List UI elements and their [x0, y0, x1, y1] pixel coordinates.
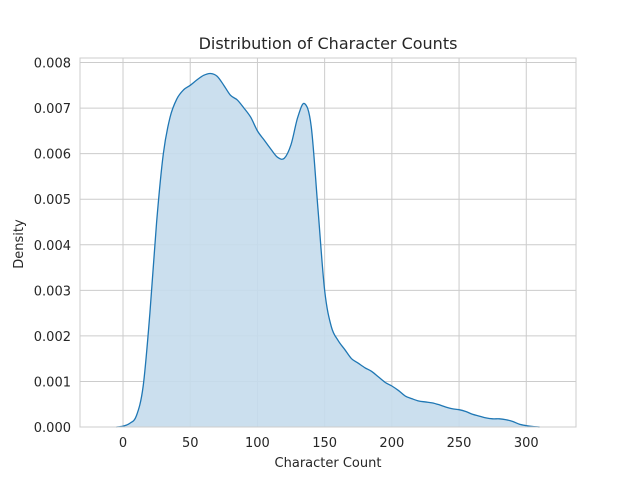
x-tick-label: 0 — [119, 436, 127, 451]
y-tick-labels: 0.000 0.001 0.002 0.003 0.004 0.005 0.006 0.007… — [34, 57, 71, 436]
y-tick-label: 0.002 — [34, 330, 71, 345]
x-tick-label: 250 — [447, 436, 472, 451]
density-line — [116, 72, 540, 428]
x-tick-label: 100 — [245, 436, 270, 451]
y-tick-label: 0.007 — [34, 102, 71, 117]
x-tick-label: 150 — [312, 436, 337, 451]
y-axis-label: Density — [12, 219, 27, 269]
plot-frame — [79, 57, 577, 428]
y-tick-label: 0.003 — [34, 284, 71, 299]
x-axis-label: Character Count — [275, 456, 382, 471]
y-tick-label: 0.004 — [34, 239, 71, 254]
y-tick-label: 0.005 — [34, 193, 71, 208]
y-tick-label: 0.000 — [34, 421, 71, 436]
chart-title: Distribution of Character Counts — [199, 34, 458, 53]
x-tick-labels: 0 50 100 150 200 250 300 — [119, 436, 539, 451]
x-tick-label: 200 — [379, 436, 404, 451]
x-tick-label: 300 — [514, 436, 539, 451]
y-tick-label: 0.006 — [34, 148, 71, 163]
x-tick-label: 50 — [182, 436, 199, 451]
y-tick-label: 0.008 — [34, 57, 71, 72]
density-area — [116, 73, 540, 427]
y-tick-label: 0.001 — [34, 375, 71, 390]
